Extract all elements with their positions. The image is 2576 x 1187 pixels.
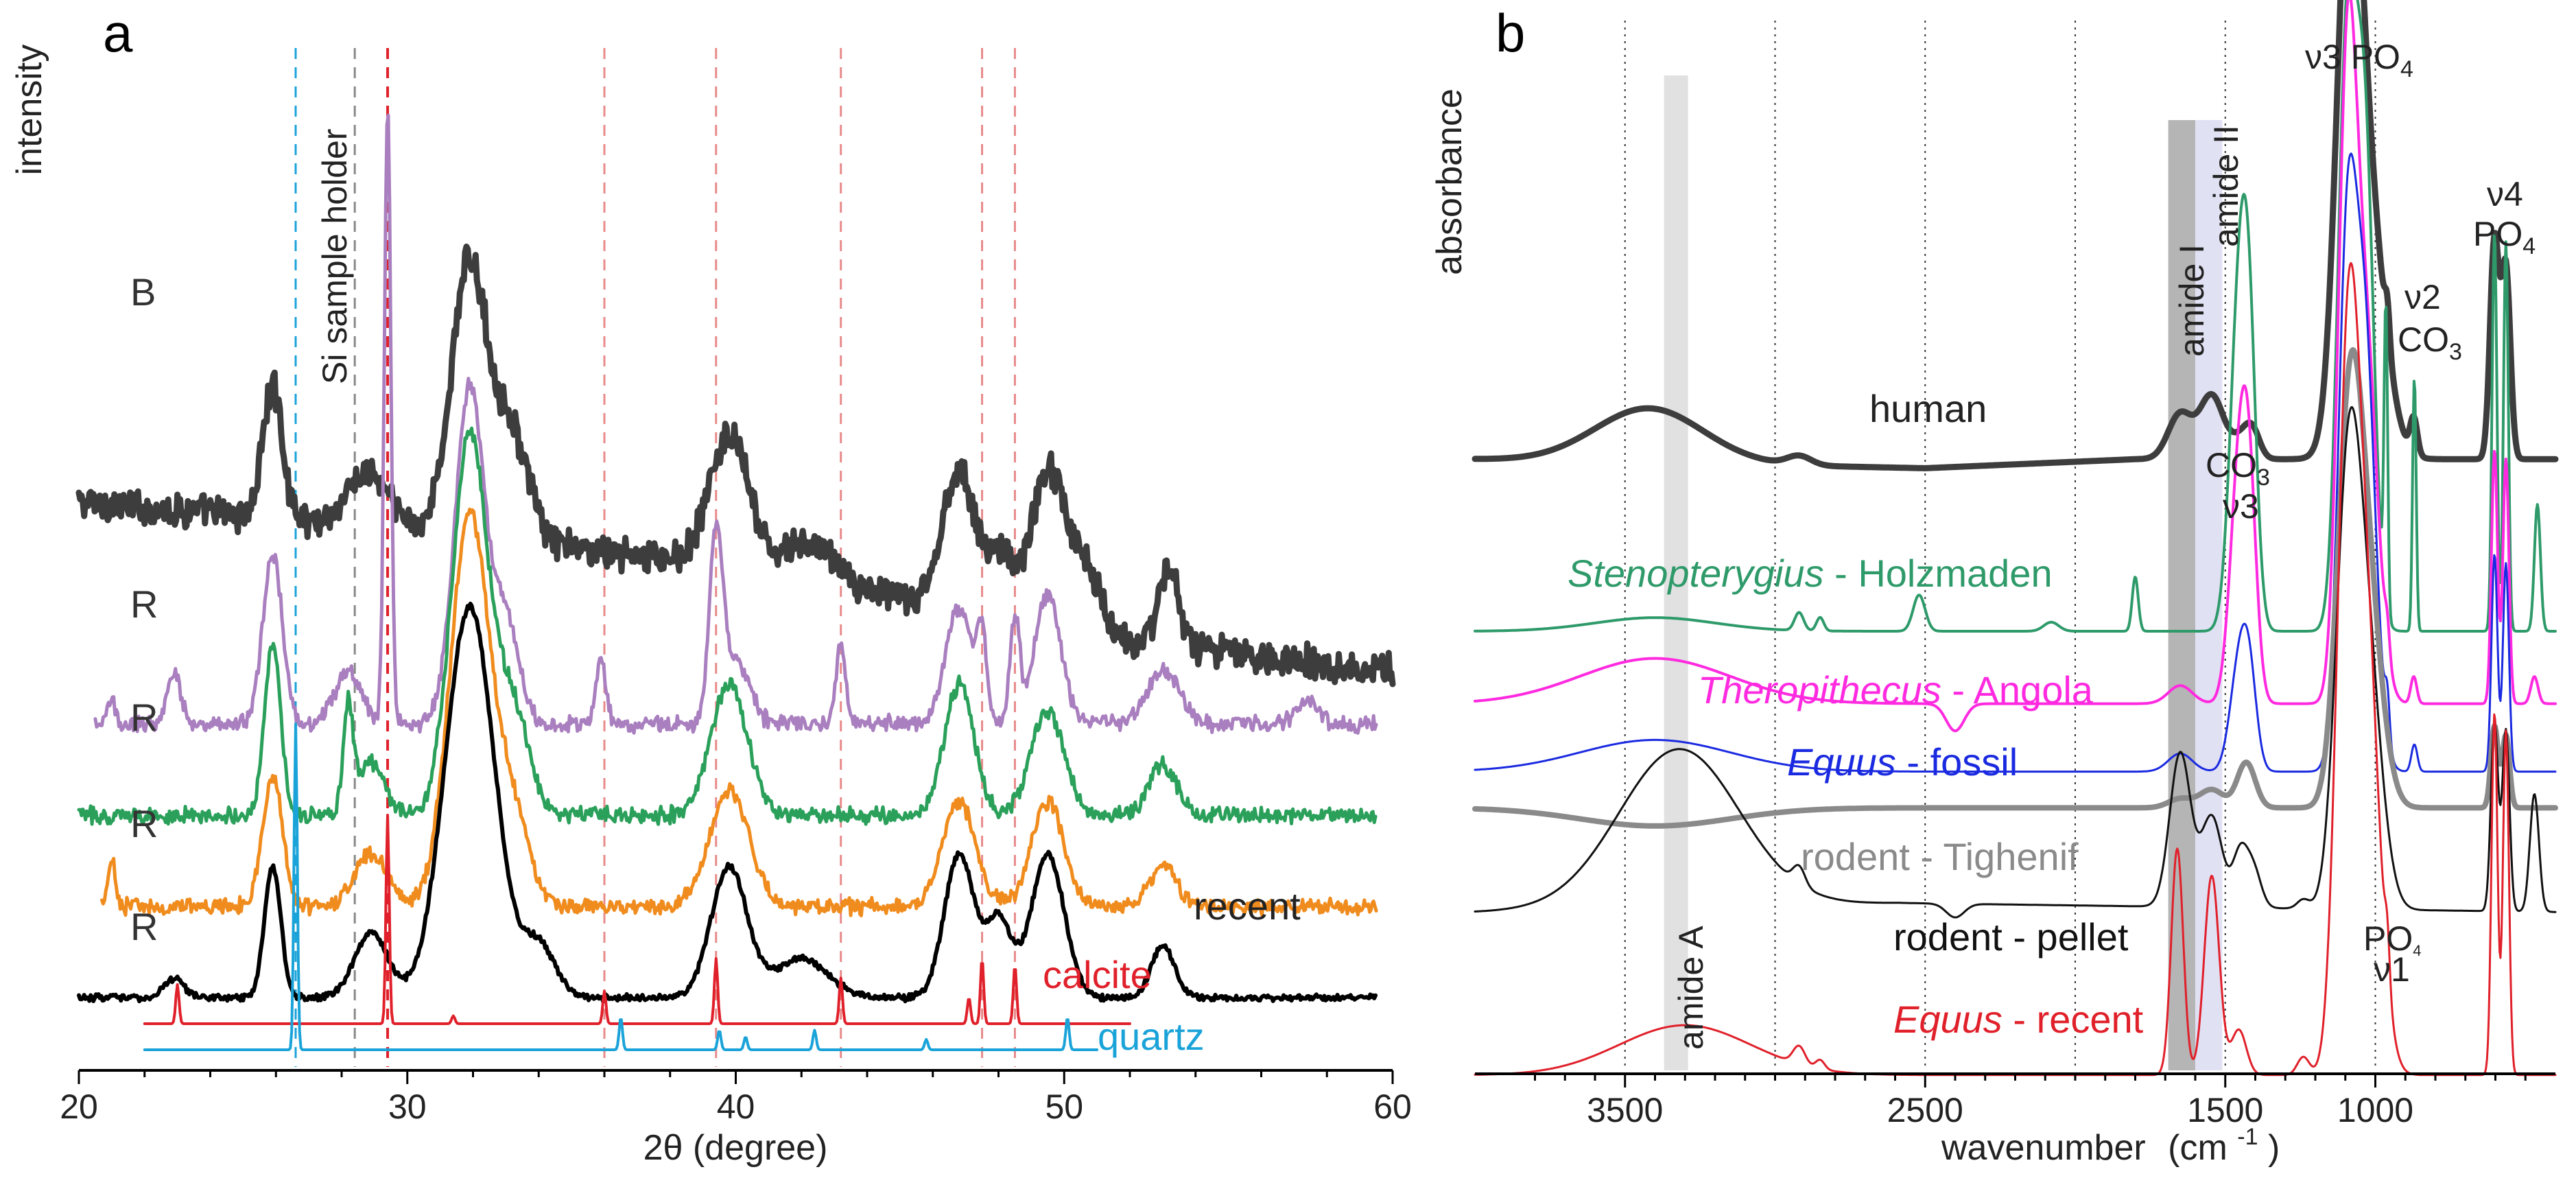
panel-b-xlabel-text: wavenumber xyxy=(1941,1128,2146,1168)
trace-B xyxy=(75,244,1396,687)
b-tick-label-3500: 3500 xyxy=(1587,1091,1663,1129)
label-stenopterygius: Stenopterygius - Holzmaden xyxy=(1568,552,2053,595)
panel-b-xlabel-unit-exp: -1 xyxy=(2237,1124,2258,1150)
nu4-po4-label: PO4 xyxy=(2473,215,2536,259)
co3-nu3-bottom-label: ν3 xyxy=(2223,487,2259,526)
nu1-label: ν1 xyxy=(2374,950,2410,989)
nu4-label: ν4 xyxy=(2487,175,2523,213)
amide-ii-label: amide II xyxy=(2207,125,2245,247)
a-tick-label-20: 20 xyxy=(60,1088,98,1126)
panel-a: 20 30 40 50 60 a intensity 2θ (degree) Si sa… xyxy=(10,3,1412,1168)
trace-theropithecus xyxy=(1474,0,2557,733)
panel-a-ylabel: intensity xyxy=(10,45,49,176)
label-R-orange: R xyxy=(130,802,158,845)
label-equus-fossil: Equus - fossil xyxy=(1787,740,2018,784)
trace-R-purple xyxy=(93,113,1378,735)
a-tick-label-30: 30 xyxy=(388,1088,427,1126)
label-equus-recent: Equus - recent xyxy=(1893,998,2144,1041)
trace-quartz xyxy=(143,722,1099,1051)
nu1-po4-label: PO4 xyxy=(2363,919,2422,959)
label-quartz: quartz xyxy=(1098,1015,1205,1058)
nu4-po4-text: PO xyxy=(2473,215,2522,253)
trace-equus-fossil xyxy=(1474,152,2557,773)
panel-b-xlabel: wavenumber (cm -1 ) xyxy=(1941,1113,2280,1168)
panel-a-xlabel: 2θ (degree) xyxy=(643,1128,828,1168)
panel-b: 3500 2500 1500 1000 b absorbance wavenumber… xyxy=(1430,0,2559,1168)
label-theropithecus-rest: - Angola xyxy=(1941,668,2094,712)
amide-i-label: amide I xyxy=(2173,244,2211,357)
panel-b-ylabel: absorbance xyxy=(1430,89,1469,275)
trace-rodent-tighenif xyxy=(1472,346,2558,829)
nu2-co3-label: CO3 xyxy=(2398,320,2462,365)
band-amide-A xyxy=(1664,75,1688,1070)
trace-calcite xyxy=(143,814,1131,1025)
label-stenopterygius-rest: - Holzmaden xyxy=(1824,552,2053,595)
label-equus-fossil-genus: Equus xyxy=(1787,740,1896,784)
co3-nu3-text: CO xyxy=(2206,446,2257,484)
panel-a-series xyxy=(75,113,1396,1051)
nu1-po4-sub: 4 xyxy=(2413,942,2421,959)
trace-rodent-pellet xyxy=(1474,406,2557,919)
label-stenopterygius-genus: Stenopterygius xyxy=(1568,552,1824,595)
b-tick-label-1500: 1500 xyxy=(2187,1091,2263,1129)
trace-stenopterygius xyxy=(1474,0,2557,633)
label-equus-recent-rest: - recent xyxy=(2002,998,2144,1041)
a-tick-label-50: 50 xyxy=(1045,1088,1083,1126)
b-tick-label-1000: 1000 xyxy=(2337,1091,2413,1129)
nu3-po4-label: ν3 PO4 xyxy=(2305,38,2413,82)
co3-nu3-sub: 3 xyxy=(2257,465,2270,491)
label-recent: recent xyxy=(1194,884,1301,928)
label-theropithecus: Theropithecus - Angola xyxy=(1698,668,2094,712)
trace-recent xyxy=(77,601,1378,1004)
nu3-po4-sub: 4 xyxy=(2400,56,2413,82)
label-equus-fossil-rest: - fossil xyxy=(1896,740,2018,784)
nu2-label: ν2 xyxy=(2404,278,2441,316)
trace-R-orange xyxy=(100,507,1378,917)
label-calcite: calcite xyxy=(1043,953,1152,996)
co3-nu3-label: CO3 xyxy=(2206,446,2270,491)
panel-a-letter: a xyxy=(103,3,133,63)
label-equus-recent-genus: Equus xyxy=(1893,998,2002,1041)
label-R-green: R xyxy=(130,696,158,739)
panel-b-x-ticks: 3500 2500 1500 1000 xyxy=(1534,1074,2527,1129)
panel-b-xlabel-unit-close: ) xyxy=(2268,1128,2280,1168)
nu3-po4-text: ν3 PO xyxy=(2305,38,2400,76)
trace-human xyxy=(1472,0,2559,471)
label-rodent-tighenif: rodent - Tighenif xyxy=(1801,835,2079,878)
label-B: B xyxy=(130,270,156,314)
label-rodent-pellet: rodent - pellet xyxy=(1893,915,2129,959)
b-tick-label-2500: 2500 xyxy=(1887,1091,1963,1129)
nu1-po4-text: PO xyxy=(2363,919,2413,958)
a-tick-label-60: 60 xyxy=(1373,1088,1412,1126)
amide-a-label: amide A xyxy=(1672,926,1710,1050)
a-tick-label-40: 40 xyxy=(717,1088,755,1126)
label-R-black: R xyxy=(130,905,158,948)
label-R-purple: R xyxy=(130,583,158,626)
panel-b-letter: b xyxy=(1496,3,1525,63)
panel-b-xlabel-unit-open: (cm xyxy=(2168,1128,2228,1168)
band-amide-II xyxy=(2195,120,2223,1070)
nu2-co3-sub: 3 xyxy=(2449,339,2462,365)
panel-b-series xyxy=(1472,0,2559,1077)
label-human: human xyxy=(1869,387,1987,430)
nu4-po4-sub: 4 xyxy=(2522,233,2536,259)
nu2-co3-text: CO xyxy=(2398,320,2449,359)
si-holder-label: Si sample holder xyxy=(316,129,354,384)
label-theropithecus-genus: Theropithecus xyxy=(1698,668,1941,712)
panel-a-x-ticks: 20 30 40 50 60 xyxy=(60,1070,1412,1126)
